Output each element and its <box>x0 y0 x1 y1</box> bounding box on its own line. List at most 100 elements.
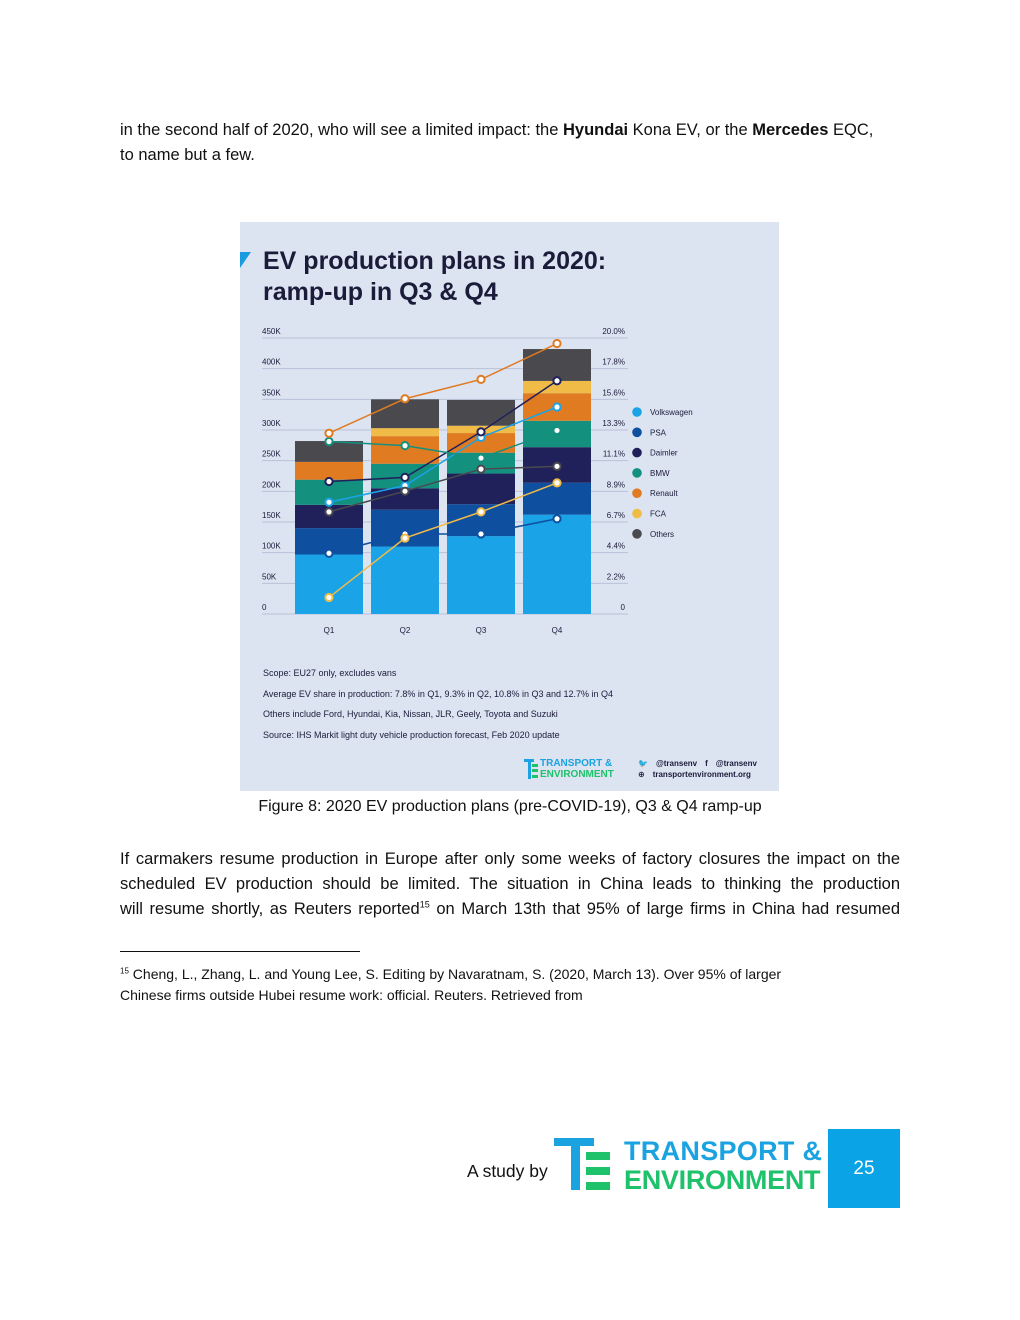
twitter-icon: 🐦 <box>638 759 648 768</box>
footnote-divider <box>120 951 360 952</box>
share-marker <box>552 338 562 349</box>
text-run: EQC, <box>828 121 874 139</box>
legend-label: PSA <box>650 428 667 437</box>
bar-segment <box>447 473 515 505</box>
share-marker <box>400 472 410 482</box>
footer-logo-line2: ENVIRONMENT <box>624 1165 821 1195</box>
logo-line2: ENVIRONMENT <box>540 769 614 780</box>
bar-segment <box>523 482 591 515</box>
right-tick-label: 13.3% <box>602 419 625 428</box>
text-run: on March 13th that 95% of large firms in… <box>429 900 901 918</box>
left-tick-label: 50K <box>262 572 277 581</box>
logo-line1: TRANSPORT & <box>540 758 613 769</box>
right-tick-label: 6.7% <box>607 511 625 520</box>
share-marker <box>324 592 334 603</box>
right-tick-label: 17.8% <box>602 358 625 367</box>
paragraph-line: will resume shortly, as Reuters reported… <box>120 897 900 922</box>
footnote-line1: Cheng, L., Zhang, L. and Young Lee, S. E… <box>128 966 782 982</box>
social-handles: 🐦 @transenv f @transenv ⊕ transportenvironme… <box>638 758 765 780</box>
note-average-share: Average EV share in production: 7.8% in … <box>263 688 614 699</box>
body-paragraph-1: in the second half of 2020, who will see… <box>120 118 900 168</box>
right-tick-label: 15.6% <box>602 388 625 397</box>
category-label: Q3 <box>476 626 487 635</box>
share-marker <box>324 548 334 558</box>
bar-segment <box>295 461 363 480</box>
legend-swatch <box>632 407 642 417</box>
bar-segment <box>447 536 515 614</box>
legend-label: Volkswagen <box>650 408 693 417</box>
right-tick-label: 0 <box>621 603 626 612</box>
share-line <box>328 429 558 459</box>
share-marker <box>400 441 410 451</box>
share-marker <box>552 514 562 524</box>
share-marker <box>476 507 486 517</box>
body-paragraph-2: If carmakers resume production in Europe… <box>120 847 900 922</box>
share-line <box>328 482 558 599</box>
facebook-icon: f <box>705 759 708 768</box>
te-logo-icon <box>524 759 538 779</box>
right-tick-label: 11.1% <box>603 450 625 459</box>
legend-swatch <box>632 488 642 498</box>
facebook-handle: @transenv <box>715 759 757 768</box>
te-logo-icon <box>554 1138 610 1190</box>
figure-title-line1: EV production plans in 2020: <box>263 247 607 275</box>
share-line <box>328 465 558 513</box>
share-marker <box>552 402 562 412</box>
footnote-line2: Chinese firms outside Hubei resume work:… <box>120 987 583 1003</box>
right-tick-label: 20.0% <box>602 327 625 336</box>
figure-logo-text: TRANSPORT & ENVIRONMENT <box>540 758 614 780</box>
bar-segment <box>371 399 439 429</box>
footnote-ref-link[interactable]: 15 <box>419 899 430 910</box>
bar-segment <box>523 349 591 381</box>
bar-segment <box>371 428 439 437</box>
bold-hyundai: Hyundai <box>563 121 629 139</box>
share-marker <box>552 425 562 436</box>
left-tick-label: 100K <box>262 542 281 551</box>
title-accent-icon <box>240 252 251 268</box>
share-marker <box>476 529 486 539</box>
category-label: Q1 <box>324 626 335 635</box>
share-marker <box>400 533 410 543</box>
share-marker <box>324 476 334 487</box>
text-run: Kona EV, or the <box>628 121 753 139</box>
legend-swatch <box>632 468 642 478</box>
share-line <box>328 406 558 503</box>
bar-segment <box>371 546 439 614</box>
share-marker <box>476 453 486 463</box>
paragraph-line: scheduled EV production should be limite… <box>120 875 900 893</box>
category-label: Q2 <box>400 626 411 635</box>
paragraph-line: in the second half of 2020, who will see… <box>120 118 900 143</box>
left-tick-label: 0 <box>262 603 267 612</box>
text-run: in the second half of 2020, who will see… <box>120 121 563 139</box>
share-marker <box>324 428 334 438</box>
right-tick-label: 8.9% <box>607 480 625 489</box>
stacked-bar-chart: 0 50K 100K 150K 200K 250K 300K 350K 400K 450K 0 2.2… <box>262 327 693 635</box>
figure-notes: Scope: EU27 only, excludes vans Average … <box>263 668 613 750</box>
legend-label: BMW <box>650 469 670 478</box>
left-tick-label: 300K <box>262 419 281 428</box>
legend-label: Others <box>650 530 674 539</box>
share-marker <box>552 461 562 471</box>
bar-segment <box>523 514 591 614</box>
share-marker <box>476 374 486 385</box>
share-line <box>328 380 558 483</box>
footnote-number: 15 <box>120 966 129 976</box>
legend-label: Renault <box>650 489 678 498</box>
paragraph-line: If carmakers resume production in Europe… <box>120 850 900 868</box>
left-tick-label: 200K <box>262 480 281 489</box>
left-tick-label: 400K <box>262 358 281 367</box>
footer-logo-line1: TRANSPORT & <box>624 1136 823 1166</box>
share-marker <box>324 436 334 447</box>
bold-mercedes: Mercedes <box>752 121 829 139</box>
bar-segment <box>295 441 363 462</box>
bar-segment <box>523 380 591 394</box>
bar-segment <box>447 399 515 426</box>
legend-label: Daimler <box>650 449 678 458</box>
footnote: 15 Cheng, L., Zhang, L. and Young Lee, S… <box>120 964 900 1006</box>
share-marker <box>476 427 486 437</box>
share-marker <box>400 394 410 404</box>
page-number: 25 <box>828 1129 900 1208</box>
right-tick-label: 2.2% <box>607 572 625 581</box>
right-tick-label: 4.4% <box>607 542 625 551</box>
left-tick-label: 350K <box>262 388 281 397</box>
